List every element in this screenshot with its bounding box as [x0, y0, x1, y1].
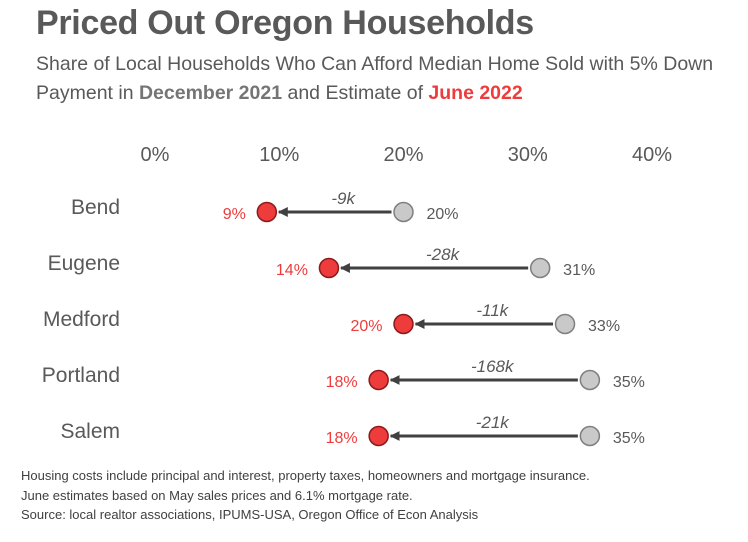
chart-title: Priced Out Oregon Households [36, 4, 534, 42]
june-value-label: 18% [326, 430, 358, 447]
june-value-label: 18% [326, 374, 358, 391]
x-tick-label: 0% [141, 144, 170, 166]
category-label: Medford [43, 308, 120, 331]
footnote-line: Source: local realtor associations, IPUM… [21, 507, 479, 522]
december-value-label: 33% [588, 318, 620, 335]
june-point [368, 425, 389, 447]
category-label: Salem [60, 420, 120, 443]
december-value-label: 35% [613, 430, 645, 447]
x-tick-label: 20% [383, 144, 423, 166]
subtitle-text-2: and Estimate of [282, 82, 429, 104]
december-value-label: 35% [613, 374, 645, 391]
subtitle-december-label: December 2021 [138, 82, 283, 104]
june-point [256, 201, 278, 223]
footnote-line: June estimates based on May sales prices… [21, 487, 413, 503]
chart-subtitle: Share of Local Households Who Can Afford… [36, 50, 726, 108]
december-point [393, 201, 414, 223]
june-point [393, 313, 414, 335]
category-label: Bend [71, 196, 120, 219]
june-value-label: 20% [350, 318, 382, 335]
subtitle-text-1: Share of Local Households Who Can Afford… [36, 53, 714, 104]
x-tick-label: 40% [632, 144, 672, 166]
change-label: -168k [471, 357, 515, 376]
footnote-line: Housing costs include principal and inte… [21, 468, 590, 483]
category-label: Portland [42, 364, 120, 387]
december-point [554, 313, 576, 335]
footnotes: Housing costs include principal and inte… [21, 466, 590, 525]
december-point [529, 257, 551, 279]
june-value-label: 14% [276, 262, 308, 279]
change-label: -28k [426, 245, 461, 264]
june-point [368, 369, 389, 391]
category-label: Eugene [48, 252, 120, 275]
x-tick-label: 10% [259, 144, 299, 166]
december-point [579, 369, 601, 391]
change-label: -9k [331, 189, 356, 208]
december-value-label: 20% [427, 206, 459, 223]
subtitle-june-label: June 2022 [428, 82, 523, 104]
june-point [318, 257, 340, 279]
june-value-label: 9% [223, 206, 246, 223]
change-label: -21k [476, 413, 511, 432]
change-label: -11k [476, 301, 509, 320]
december-point [579, 425, 601, 447]
x-tick-label: 30% [508, 144, 548, 166]
december-value-label: 31% [563, 262, 595, 279]
